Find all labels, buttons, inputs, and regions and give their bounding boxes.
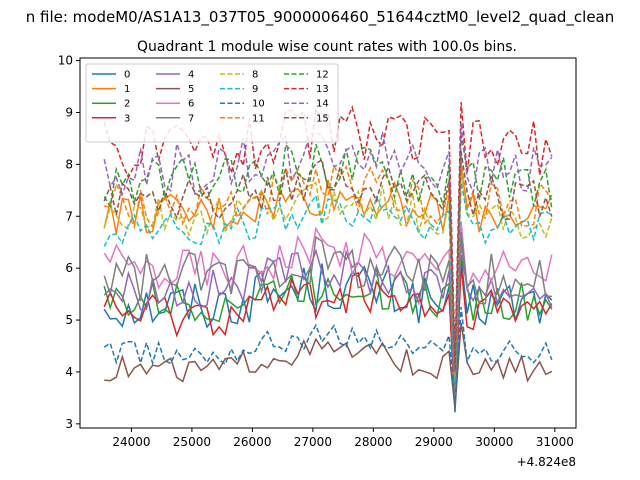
- series-line-6: [103, 221, 553, 393]
- series-line-13: [103, 102, 553, 357]
- legend-box: [85, 63, 339, 143]
- series-line-5: [104, 322, 553, 409]
- legend-label-4: 4: [188, 70, 194, 81]
- chart-title: Quadrant 1 module wise count rates with …: [137, 39, 517, 55]
- legend-label-1: 1: [124, 84, 130, 95]
- legend-label-6: 6: [188, 99, 194, 110]
- legend-label-3: 3: [124, 113, 130, 124]
- series-line-11: [104, 159, 553, 378]
- legend-label-5: 5: [188, 84, 194, 95]
- series-line-4: [103, 242, 553, 401]
- legend-label-15: 15: [316, 113, 329, 124]
- series-line-3: [103, 265, 553, 406]
- x-tick-label: 27000: [294, 435, 332, 449]
- series-line-15: [103, 151, 553, 373]
- x-axis-offset-label: +4.824e8: [517, 455, 576, 469]
- legend-label-8: 8: [252, 70, 258, 81]
- series-line-2: [103, 255, 553, 404]
- legend-label-11: 11: [252, 113, 265, 124]
- x-tick-label: 26000: [233, 435, 271, 449]
- y-tick-label: 7: [65, 209, 73, 223]
- series-line-9: [103, 182, 553, 383]
- figure-suptitle: n file: modeM0/AS1A13_037T05_9000006460_…: [26, 8, 615, 27]
- legend-label-7: 7: [188, 113, 194, 124]
- x-tick-label: 28000: [354, 435, 392, 449]
- x-tick-label: 24000: [112, 435, 150, 449]
- y-tick-label: 9: [65, 105, 73, 119]
- legend-label-0: 0: [124, 70, 130, 81]
- x-tick-label: 31000: [536, 435, 574, 449]
- series-line-7: [103, 231, 552, 398]
- y-tick-label: 5: [65, 313, 73, 327]
- x-tick-label: 25000: [173, 435, 211, 449]
- series-line-10: [103, 307, 553, 406]
- legend-label-9: 9: [252, 84, 258, 95]
- legend-label-13: 13: [316, 84, 329, 95]
- y-tick-label: 6: [65, 261, 73, 275]
- y-axis-ticks: 3 4 5 6 7 8 9 10: [58, 54, 80, 431]
- legend-label-14: 14: [316, 99, 329, 110]
- y-tick-label: 3: [65, 417, 73, 431]
- legend-label-2: 2: [124, 99, 130, 110]
- series-layer: [103, 102, 553, 413]
- x-axis-ticks: 24000 25000 26000 27000 28000 29000 30000 31000: [112, 428, 574, 449]
- series-line-14: [103, 122, 553, 365]
- series-line-12: [103, 135, 553, 367]
- series-line-8: [103, 172, 553, 375]
- x-tick-label: 30000: [475, 435, 513, 449]
- y-tick-label: 8: [65, 157, 73, 171]
- legend-label-10: 10: [252, 99, 265, 110]
- y-tick-label: 4: [65, 365, 73, 379]
- x-tick-label: 29000: [415, 435, 453, 449]
- legend-label-12: 12: [316, 70, 329, 81]
- plot-area-frame: [79, 57, 577, 429]
- y-tick-label: 10: [58, 54, 73, 68]
